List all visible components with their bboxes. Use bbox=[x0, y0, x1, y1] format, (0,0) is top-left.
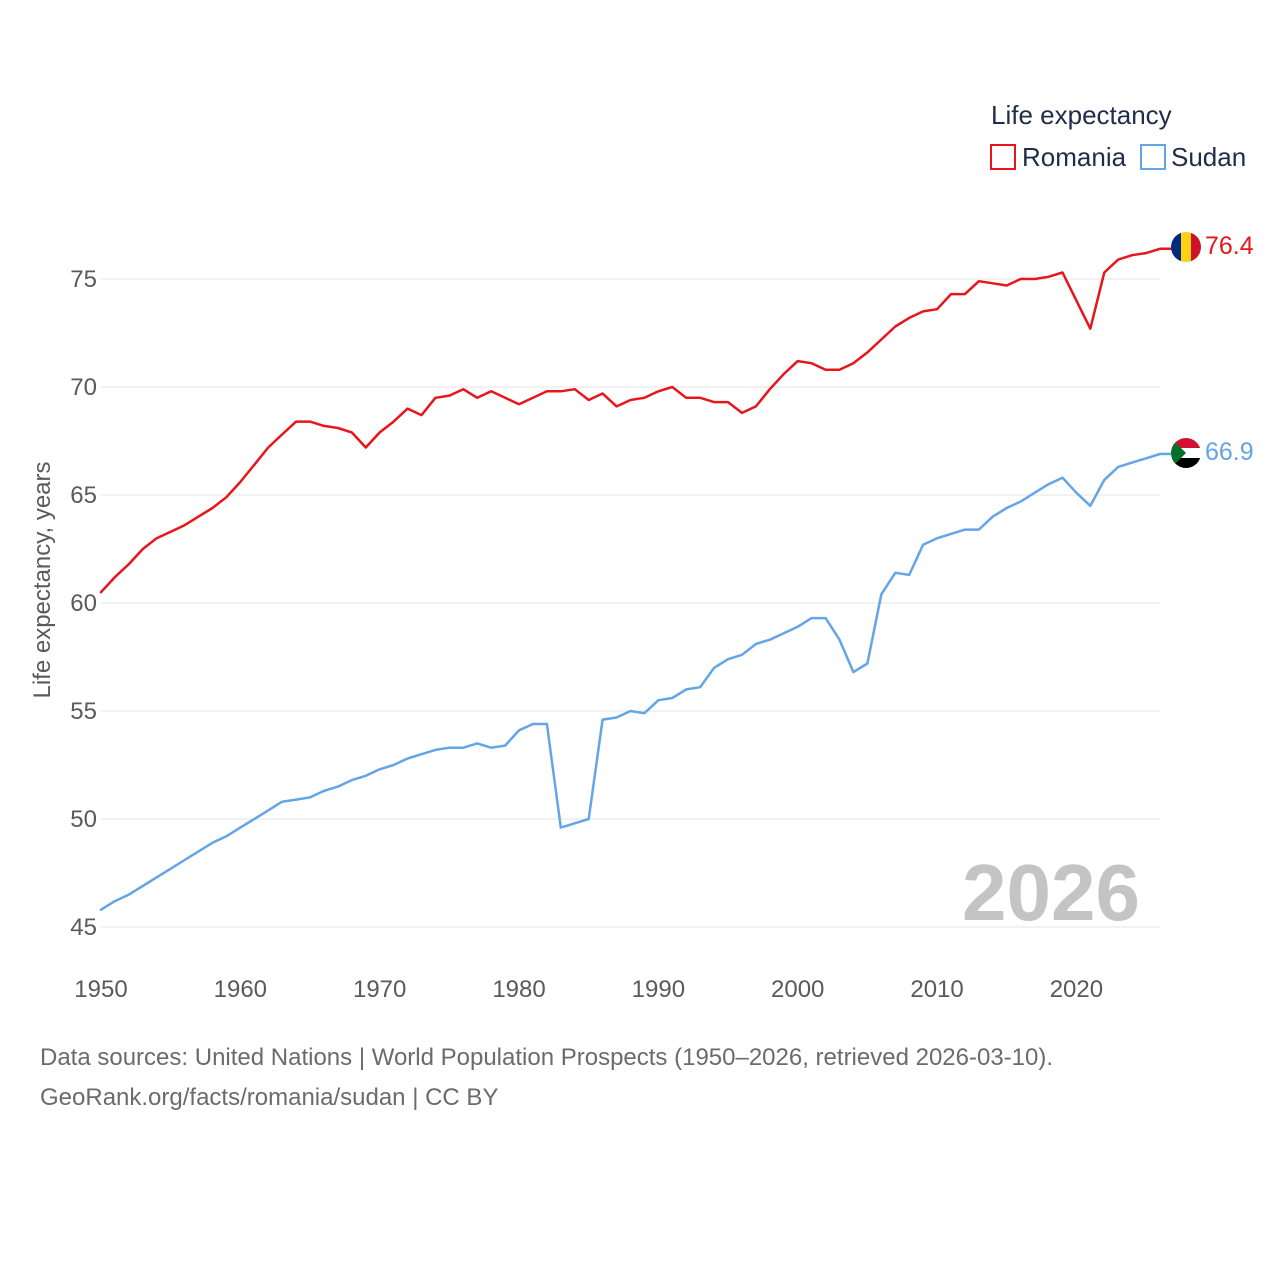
y-tick-50: 50 bbox=[70, 806, 97, 833]
x-tick-1980: 1980 bbox=[492, 976, 545, 1003]
legend-label-sudan: Sudan bbox=[1171, 142, 1246, 172]
legend-label-romania: Romania bbox=[1022, 142, 1127, 172]
y-tick-45: 45 bbox=[70, 914, 97, 941]
romania-flag-icon bbox=[1171, 232, 1201, 262]
y-tick-70: 70 bbox=[70, 374, 97, 401]
x-tick-2020: 2020 bbox=[1050, 976, 1103, 1003]
x-tick-labels: 1950 1960 1970 1980 1990 2000 2010 2020 bbox=[74, 976, 1103, 1003]
legend-swatch-romania bbox=[990, 144, 1016, 170]
x-tick-2010: 2010 bbox=[910, 976, 963, 1003]
y-tick-65: 65 bbox=[70, 482, 97, 509]
y-tick-60: 60 bbox=[70, 590, 97, 617]
legend-swatch-sudan bbox=[1140, 144, 1166, 170]
grid-lines bbox=[101, 278, 1160, 928]
x-tick-2000: 2000 bbox=[771, 976, 824, 1003]
series-line-romania bbox=[99, 247, 1162, 594]
sudan-flag-icon bbox=[1171, 438, 1201, 468]
end-value-sudan: 66.9 bbox=[1205, 438, 1254, 466]
life-expectancy-chart: Life expectancy Romania Sudan Life expec… bbox=[29, 100, 1254, 1003]
x-tick-1950: 1950 bbox=[74, 976, 127, 1003]
current-year-watermark: 2026 bbox=[962, 848, 1140, 937]
footer-sources: Data sources: United Nations | World Pop… bbox=[40, 1044, 1054, 1071]
x-tick-1990: 1990 bbox=[632, 976, 685, 1003]
y-tick-labels: 45 50 55 60 65 70 75 bbox=[70, 266, 97, 941]
y-tick-75: 75 bbox=[70, 266, 97, 293]
series-line-sudan bbox=[99, 452, 1162, 911]
x-tick-1960: 1960 bbox=[214, 976, 267, 1003]
end-value-romania: 76.4 bbox=[1205, 232, 1254, 260]
x-tick-1970: 1970 bbox=[353, 976, 406, 1003]
y-axis-title: Life expectancy, years bbox=[29, 461, 56, 698]
y-tick-55: 55 bbox=[70, 698, 97, 725]
series-lines bbox=[99, 247, 1172, 911]
footer-attribution: GeoRank.org/facts/romania/sudan | CC BY bbox=[40, 1084, 499, 1111]
legend-title: Life expectancy bbox=[991, 100, 1172, 130]
